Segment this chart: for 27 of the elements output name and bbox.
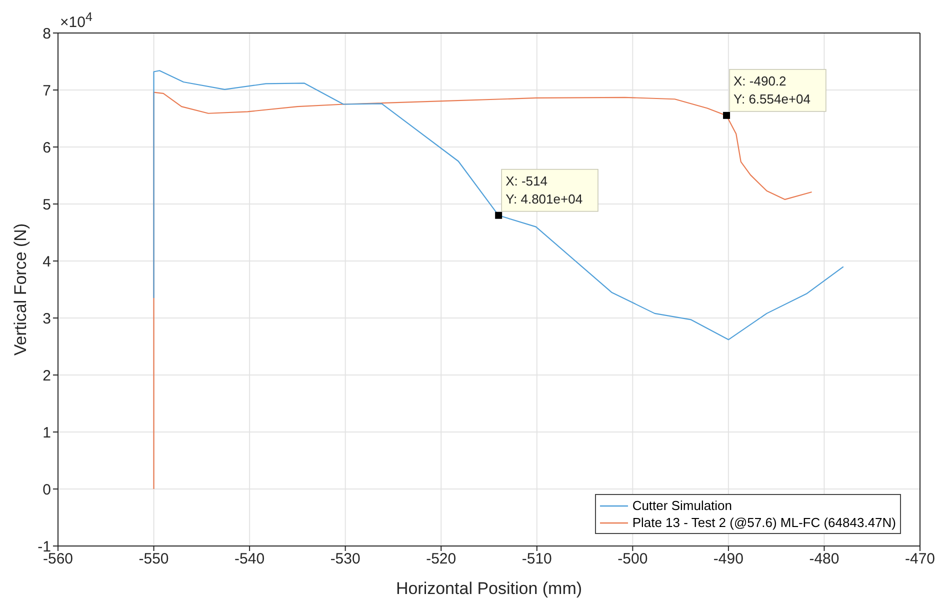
y-tick-label: 4: [42, 253, 51, 270]
annotation: X: -490.2 Y: 6.554e+04: [734, 73, 811, 106]
x-tick-label: -520: [426, 550, 456, 568]
y-tick-label: 2: [42, 367, 51, 384]
x-tick-label: -490: [713, 550, 744, 568]
x-tick-label: -530: [330, 550, 360, 568]
y-tick-label: 1: [42, 424, 51, 442]
legend-label: Plate 13 - Test 2 (@57.6) ML-FC (64843.47N): [632, 514, 896, 531]
x-tick-label: -480: [809, 550, 840, 568]
text: ×10$^{4}$: [60, 10, 92, 31]
x-tick-label: -550: [138, 550, 169, 568]
y-tick-label: 7: [42, 82, 51, 100]
y-tick-label: 3: [42, 310, 51, 328]
line-series: [153, 70, 844, 340]
x-tick-label: -470: [904, 550, 936, 568]
legend-label: Cutter Simulation: [632, 497, 732, 514]
y-tick-label: 6: [42, 139, 51, 156]
x-tick-label: -560: [42, 550, 74, 568]
y-tick-label: 8: [42, 25, 51, 42]
y-tick-label: 0: [42, 481, 51, 498]
annotation: X: -514 Y: 4.801e+04: [506, 173, 583, 206]
y-axis-title: Vertical Force (N): [11, 223, 30, 356]
x-tick-label: -540: [234, 550, 265, 568]
x-tick-label: -510: [522, 550, 552, 568]
x-tick-label: -500: [618, 550, 648, 568]
y-tick-label: 5: [42, 196, 51, 214]
x-axis-title: Horizontal Position (mm): [396, 579, 582, 598]
